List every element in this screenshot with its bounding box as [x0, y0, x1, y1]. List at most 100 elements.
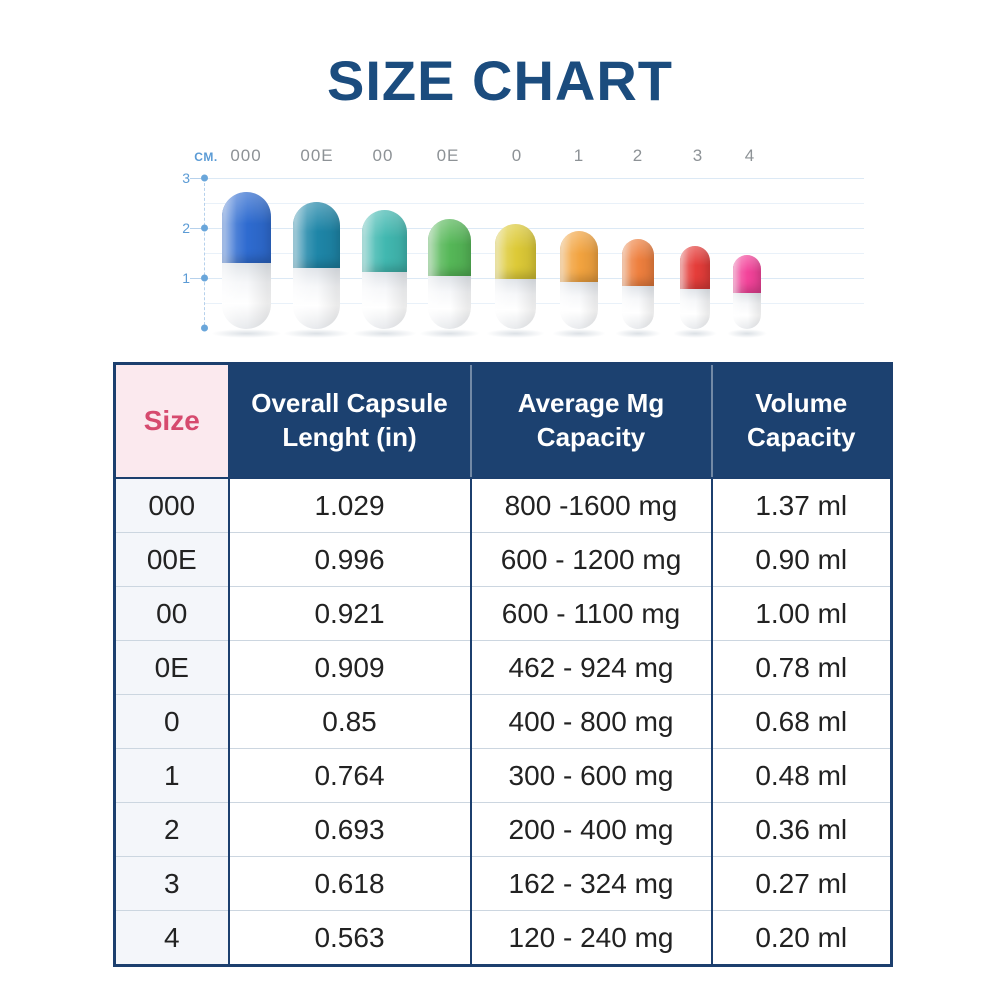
axis-tick-label-1: 1	[182, 270, 190, 286]
table-row: 3 0.618 162 - 324 mg 0.27 ml	[114, 856, 892, 911]
cell-mg: 120 - 240 mg	[469, 910, 712, 966]
header-length: Overall Capsule Lenght (in)	[228, 363, 471, 479]
capsule-pill	[293, 202, 340, 329]
cell-size: 000	[114, 477, 229, 533]
size-label-0: 0	[511, 146, 523, 165]
capsule-cap	[622, 239, 654, 286]
capsule-pill	[560, 231, 598, 329]
cell-mg: 400 - 800 mg	[469, 694, 712, 749]
capsule-pill	[495, 224, 536, 329]
cell-mg: 200 - 400 mg	[469, 802, 712, 857]
size-label-00e: 00E	[300, 146, 334, 165]
header-mg-capacity: Average Mg Capacity	[469, 363, 712, 479]
table-header-row: Size Overall Capsule Lenght (in) Average…	[114, 363, 892, 479]
capsule-body	[680, 289, 710, 329]
cell-size: 0	[114, 694, 229, 749]
capsule-pill	[428, 219, 471, 329]
capsule-00e	[282, 202, 351, 338]
cell-size: 4	[114, 910, 229, 966]
table-row: 4 0.563 120 - 240 mg 0.20 ml	[114, 910, 892, 966]
table-row: 2 0.693 200 - 400 mg 0.36 ml	[114, 802, 892, 857]
cell-volume: 0.90 ml	[710, 532, 892, 587]
capsule-000	[211, 192, 282, 338]
capsule-size-table: Size Overall Capsule Lenght (in) Average…	[113, 362, 893, 967]
cell-volume: 0.27 ml	[710, 856, 892, 911]
cell-length: 0.764	[227, 748, 471, 803]
capsule-4	[726, 255, 768, 338]
cell-mg: 162 - 324 mg	[469, 856, 712, 911]
cell-size: 00	[114, 586, 229, 641]
table-row: 00E 0.996 600 - 1200 mg 0.90 ml	[114, 532, 892, 587]
capsule-body	[495, 278, 536, 329]
header-volume-capacity: Volume Capacity	[710, 363, 892, 479]
capsule-cap	[362, 210, 407, 272]
gridline	[204, 178, 864, 179]
cell-mg: 462 - 924 mg	[469, 640, 712, 695]
cell-volume: 0.68 ml	[710, 694, 892, 749]
cell-length: 0.85	[227, 694, 471, 749]
axis-tick-label-3: 3	[182, 170, 190, 186]
size-label-3: 3	[692, 146, 704, 165]
size-label-000: 000	[230, 146, 262, 165]
capsule-3	[673, 246, 717, 338]
table-row: 00 0.921 600 - 1100 mg 1.00 ml	[114, 586, 892, 641]
table-row: 0 0.85 400 - 800 mg 0.68 ml	[114, 694, 892, 749]
size-label-4: 4	[744, 146, 756, 165]
cell-length: 0.618	[227, 856, 471, 911]
cell-mg: 800 -1600 mg	[469, 477, 712, 533]
cell-length: 0.909	[227, 640, 471, 695]
cell-length: 1.029	[227, 477, 471, 533]
axis-tick-dot	[201, 324, 208, 332]
cm-axis-line	[204, 178, 205, 330]
cell-length: 0.996	[227, 532, 471, 587]
cell-volume: 0.36 ml	[710, 802, 892, 857]
cell-mg: 300 - 600 mg	[469, 748, 712, 803]
capsule-body	[362, 271, 407, 329]
capsule-body	[733, 293, 761, 329]
header-size: Size	[114, 363, 230, 479]
cell-volume: 1.00 ml	[710, 586, 892, 641]
axis-tick-dot	[201, 274, 208, 282]
capsule-body	[622, 285, 654, 329]
page-title: SIZE CHART	[327, 49, 673, 112]
capsule-cap	[428, 219, 471, 277]
capsule-cap	[733, 255, 761, 294]
cell-length: 0.563	[227, 910, 471, 966]
size-label-00: 00	[372, 146, 394, 165]
cell-size: 00E	[114, 532, 229, 587]
capsule-body	[293, 268, 340, 329]
gridline	[204, 203, 864, 204]
capsule-pill	[733, 255, 761, 329]
capsule-cap	[560, 231, 598, 282]
capsule-cap	[495, 224, 536, 279]
cell-volume: 0.48 ml	[710, 748, 892, 803]
capsule-pill	[362, 210, 407, 329]
capsule-pill	[622, 239, 654, 329]
capsule-pill	[680, 246, 710, 329]
table-row: 000 1.029 800 -1600 mg 1.37 ml	[114, 477, 892, 533]
capsule-0	[485, 224, 546, 338]
cell-volume: 0.20 ml	[710, 910, 892, 966]
capsule-cap	[680, 246, 710, 290]
cell-mg: 600 - 1200 mg	[469, 532, 712, 587]
cell-volume: 1.37 ml	[710, 477, 892, 533]
cell-mg: 600 - 1100 mg	[469, 586, 712, 641]
size-label-0e: 0E	[436, 146, 460, 165]
size-label-2: 2	[632, 146, 644, 165]
capsule-size-chart: CM. 000 00E 00 0E 0 1 2 3 4 3 2 1	[170, 140, 890, 352]
axis-tick-dash	[190, 278, 201, 279]
capsule-cap	[293, 202, 340, 269]
table-row: 0E 0.909 462 - 924 mg 0.78 ml	[114, 640, 892, 695]
size-label-1: 1	[573, 146, 585, 165]
capsule-pill	[222, 192, 271, 329]
cm-unit-label: CM.	[194, 150, 218, 164]
capsule-00	[352, 210, 417, 338]
axis-tick-dash	[190, 178, 201, 179]
capsule-body	[222, 263, 271, 329]
axis-tick-dot	[201, 174, 208, 182]
cell-length: 0.921	[227, 586, 471, 641]
capsule-cap	[222, 192, 271, 264]
cell-size: 2	[114, 802, 229, 857]
table-row: 1 0.764 300 - 600 mg 0.48 ml	[114, 748, 892, 803]
